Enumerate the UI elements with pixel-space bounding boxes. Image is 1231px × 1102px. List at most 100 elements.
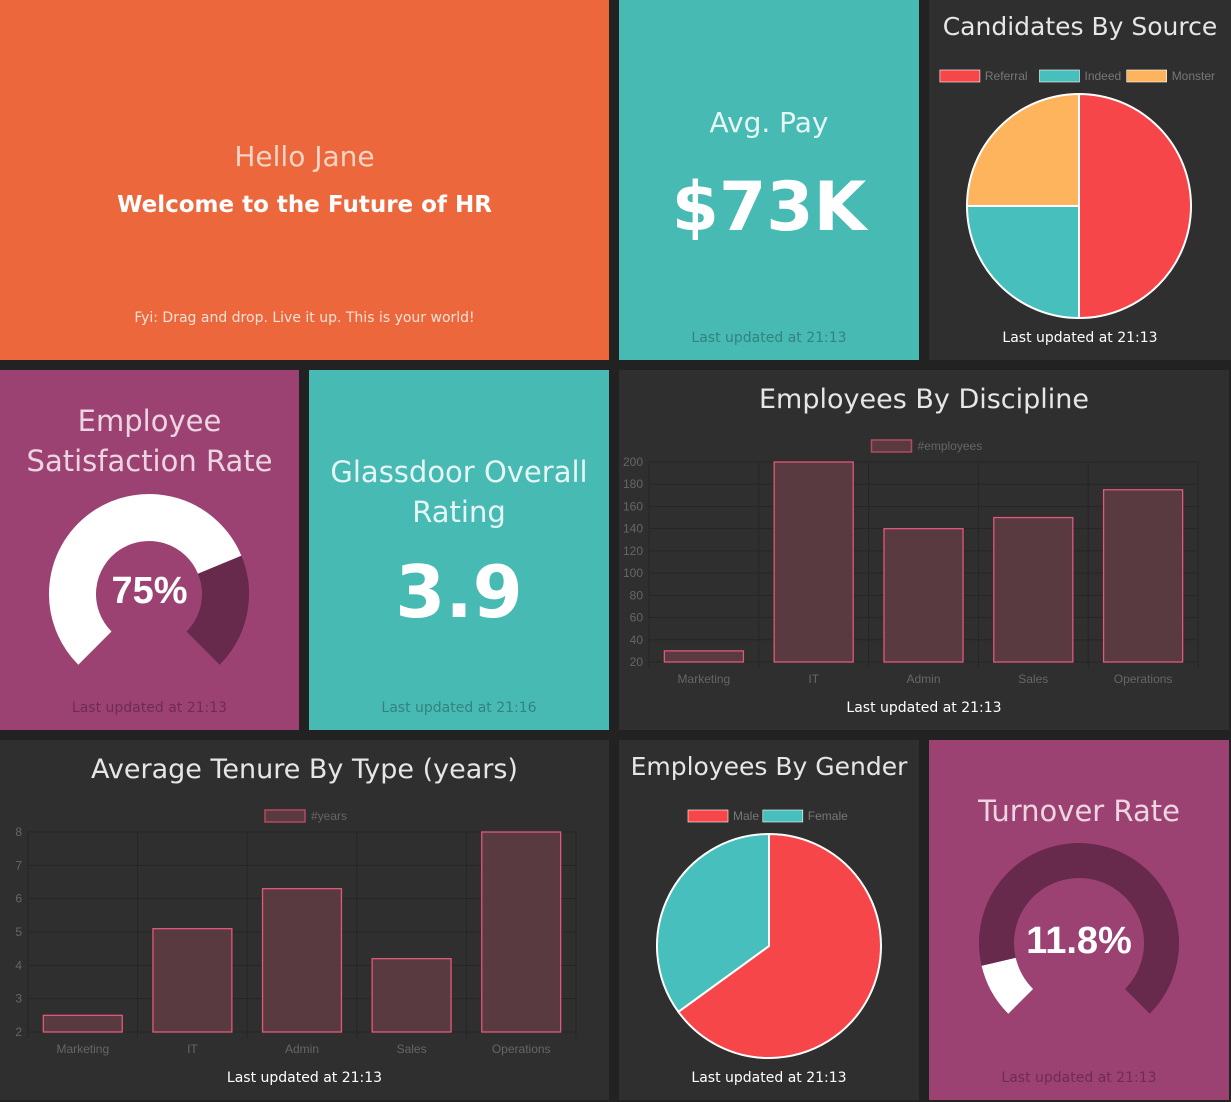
legend-swatch-monster — [1126, 69, 1167, 83]
y-tick-label: 200 — [623, 455, 643, 469]
glassdoor-title-1: Glassdoor Overall — [330, 455, 588, 489]
y-tick-label: 160 — [623, 499, 643, 513]
turnover-value: 11.8% — [1026, 920, 1132, 962]
gender-pie-chart: Male Female — [656, 809, 882, 1059]
y-tick-label: 80 — [630, 588, 644, 602]
x-tick-label: IT — [187, 1042, 198, 1056]
y-tick-label: 5 — [15, 925, 22, 939]
last-updated: Last updated at 21:13 — [846, 700, 1002, 716]
legend-swatch — [870, 439, 913, 453]
last-updated: Last updated at 21:13 — [691, 1070, 847, 1086]
legend-label-monster: Monster — [1172, 69, 1215, 83]
candidates-pie-chart: Referral Indeed Monster — [939, 69, 1215, 320]
bar-admin — [883, 528, 964, 663]
tenure-bar-chart: #years 2 3 4 5 6 7 8 Marketing IT Admin Sales Operat… — [15, 809, 577, 1056]
gender-tile[interactable]: Employees By Gender Male Female Last upda… — [619, 740, 919, 1100]
y-tick-label: 20 — [630, 655, 644, 669]
legend-swatch-referral — [939, 69, 981, 83]
satisfaction-gauge — [49, 494, 249, 665]
tenure-title: Average Tenure By Type (years) — [91, 754, 518, 785]
y-tick-label: 7 — [15, 858, 22, 872]
pie-slice-indeed — [965, 205, 1080, 320]
satisfaction-remaining-arc — [185, 555, 249, 665]
glassdoor-value: 3.9 — [395, 550, 523, 634]
bar-sales — [993, 516, 1074, 663]
satisfaction-value: 75% — [111, 570, 188, 612]
satisfaction-title-1: Employee — [77, 404, 222, 438]
last-updated: Last updated at 21:13 — [226, 1070, 383, 1086]
last-updated: Last updated at 21:13 — [1001, 1070, 1157, 1086]
turnover-value-arc — [981, 957, 1034, 1014]
y-tick-label: 40 — [630, 633, 644, 647]
x-tick-label: Admin — [285, 1042, 319, 1056]
satisfaction-title-2: Satisfaction Rate — [26, 444, 273, 478]
y-tick-label: 6 — [15, 892, 22, 906]
discipline-tile[interactable]: Employees By Discipline #employees 20 40 60… — [619, 370, 1229, 730]
last-updated: Last updated at 21:13 — [691, 330, 847, 346]
legend-swatch — [264, 809, 306, 823]
x-tick-label: Marketing — [678, 672, 731, 686]
turnover-tile[interactable]: Turnover Rate 11.8% Last updated at 21:1… — [929, 740, 1229, 1100]
x-tick-label: IT — [808, 672, 819, 686]
y-tick-label: 3 — [15, 992, 22, 1006]
bar-operations — [1102, 489, 1184, 663]
y-tick-label: 180 — [623, 477, 643, 491]
y-tick-label: 8 — [15, 825, 22, 839]
legend-label-male: Male — [733, 809, 759, 823]
pie-slice-male — [676, 832, 882, 1059]
glassdoor-tile[interactable]: Glassdoor Overall Rating 3.9 Last update… — [309, 370, 609, 730]
last-updated: Last updated at 21:16 — [381, 700, 537, 716]
legend-swatch-male — [687, 809, 729, 823]
candidates-tile[interactable]: Candidates By Source Referral Indeed Monst… — [929, 0, 1231, 360]
y-tick-label: 60 — [630, 611, 644, 625]
candidates-title: Candidates By Source — [942, 12, 1218, 41]
bar-marketing — [42, 1014, 123, 1033]
welcome-tile[interactable]: Hello Jane Welcome to the Future of HR F… — [0, 0, 609, 360]
y-tick-label: 4 — [15, 958, 22, 972]
x-tick-label: Sales — [1018, 672, 1048, 686]
legend-label: #employees — [918, 439, 983, 453]
x-tick-label: Marketing — [56, 1042, 109, 1056]
satisfaction-tile[interactable]: Employee Satisfaction Rate 75% Last upda… — [0, 370, 299, 730]
satisfaction-value-arc — [49, 494, 242, 665]
discipline-bar-chart: #employees 20 40 60 80 100 120 140 160 180 200 Mark… — [623, 439, 1199, 686]
x-tick-label: Operations — [492, 1042, 551, 1056]
turnover-title: Turnover Rate — [978, 794, 1180, 828]
pie-slice-monster — [965, 92, 1080, 207]
turnover-remaining-arc — [979, 843, 1179, 1014]
y-tick-label: 120 — [623, 544, 643, 558]
bar-sales — [371, 958, 452, 1033]
turnover-gauge — [979, 843, 1179, 1014]
bar-it — [773, 461, 854, 663]
legend-label-female: Female — [808, 809, 848, 823]
bar-operations — [481, 831, 562, 1033]
legend-swatch-female — [762, 809, 804, 823]
x-tick-label: Operations — [1114, 672, 1173, 686]
x-tick-label: Sales — [397, 1042, 427, 1056]
welcome-note: Fyi: Drag and drop. Live it up. This is … — [134, 310, 475, 326]
bar-marketing — [663, 650, 745, 663]
y-tick-label: 2 — [15, 1025, 22, 1039]
bar-it — [152, 928, 233, 1033]
greeting: Hello Jane — [234, 140, 375, 173]
avg-pay-value: $73K — [671, 168, 867, 247]
legend-label-referral: Referral — [985, 69, 1028, 83]
legend-label: #years — [311, 809, 347, 823]
discipline-title: Employees By Discipline — [758, 384, 1090, 415]
pie-slice-female — [656, 832, 770, 1014]
last-updated: Last updated at 21:13 — [71, 700, 228, 716]
y-tick-label: 100 — [623, 566, 643, 580]
welcome-subtitle: Welcome to the Future of HR — [117, 192, 492, 218]
x-tick-label: Admin — [906, 672, 940, 686]
last-updated: Last updated at 21:13 — [1002, 330, 1158, 346]
legend-swatch-indeed — [1039, 69, 1080, 83]
glassdoor-title-2: Rating — [412, 495, 506, 529]
bar-admin — [261, 888, 343, 1033]
tenure-tile[interactable]: Average Tenure By Type (years) #years 2 3 4… — [0, 740, 609, 1100]
gender-title: Employees By Gender — [630, 752, 908, 781]
legend-label-indeed: Indeed — [1085, 69, 1122, 83]
avg-pay-tile[interactable]: Avg. Pay $73K Last updated at 21:13 — [619, 0, 919, 360]
avg-pay-title: Avg. Pay — [709, 106, 829, 139]
y-tick-label: 140 — [623, 522, 643, 536]
pie-slice-referral — [1078, 92, 1192, 320]
